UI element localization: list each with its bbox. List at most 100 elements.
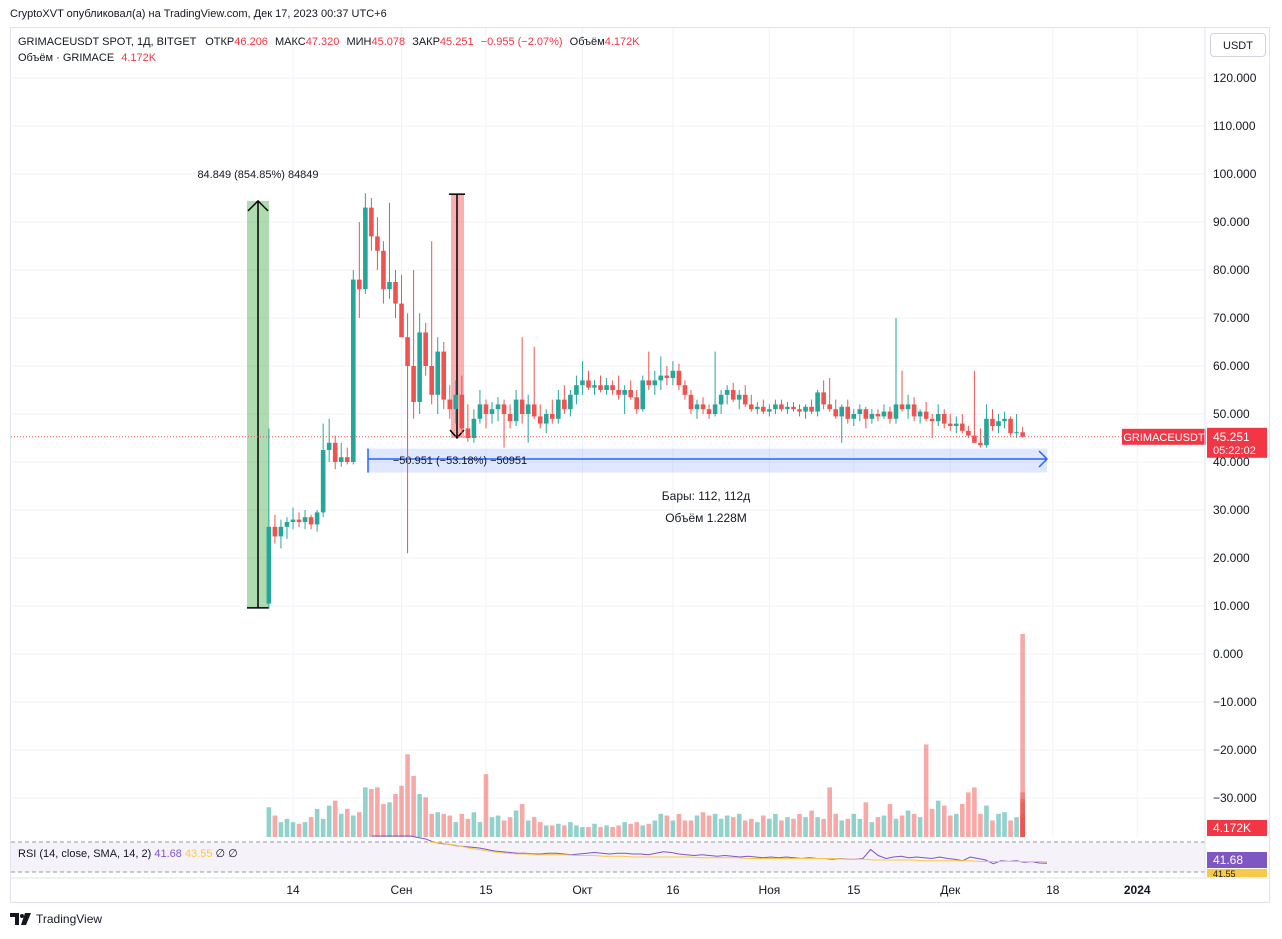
rsi-legend[interactable]: RSI (14, close, SMA, 14, 2) 41.68 43.55 … (18, 847, 238, 860)
candle-body (308, 517, 314, 525)
rsi-band (11, 842, 1205, 872)
volume-bar (628, 823, 633, 837)
volume-bar (326, 805, 332, 837)
candle-body (351, 279, 356, 462)
candle-body (537, 416, 543, 424)
volume-bar (332, 800, 338, 837)
candle-body (730, 390, 736, 400)
volume-bar (308, 817, 314, 837)
volume-bar (417, 794, 422, 837)
volume-bar (387, 802, 392, 837)
volume-bar (393, 794, 398, 837)
y-tick-label: 120.000 (1213, 71, 1257, 85)
candle-body (815, 392, 820, 412)
volume-bar (344, 808, 350, 837)
candle-body (682, 385, 688, 395)
volume-bar (531, 817, 537, 837)
volume-bar (405, 754, 410, 837)
candle-body (266, 526, 272, 604)
candle-body (972, 435, 977, 443)
candle-body (736, 394, 742, 400)
volume-bar (905, 810, 911, 837)
volume-bar (634, 822, 640, 837)
footer-brand[interactable]: TradingView (10, 912, 102, 926)
candle-body (658, 375, 664, 381)
volume-bar (616, 825, 621, 837)
rsi-sma-line (429, 841, 1048, 863)
open-value: 46.206 (234, 36, 268, 48)
volume-bar (785, 817, 790, 837)
candle-body (748, 404, 754, 410)
volume-bar (646, 823, 652, 837)
range-measure-box (368, 448, 1047, 473)
close-value: 45.251 (439, 36, 474, 48)
bars-label: Бары: 112, 112д (662, 489, 750, 503)
rsi-extra: ∅ ∅ (215, 848, 238, 860)
candle-body (917, 411, 923, 417)
currency-button[interactable]: USDT (1210, 33, 1266, 57)
volume-bar (519, 803, 525, 837)
volume-bar (411, 775, 416, 837)
candle-body (791, 406, 796, 410)
candle-body (809, 406, 814, 412)
candle-body (338, 457, 344, 462)
candles (266, 193, 1025, 609)
candle-body (833, 409, 838, 417)
volume-bar (610, 827, 615, 837)
candle-body (543, 414, 549, 424)
volume-bar (947, 815, 953, 837)
candle-body (381, 250, 386, 290)
candle-body (495, 404, 501, 410)
candle-body (803, 406, 808, 412)
rise-measure-label: 84.849 (854.85%) 84849 (197, 169, 318, 181)
rsi-label: RSI (14, close, SMA, 14, 2) (18, 848, 152, 860)
candle-body (375, 236, 380, 251)
candle-body (616, 390, 621, 395)
volume-bar (923, 744, 929, 837)
candle-body (954, 423, 959, 426)
candle-body (290, 519, 296, 522)
volume-bar (761, 815, 766, 837)
x-tick-label: 2024 (1124, 883, 1151, 897)
low-label: МИН (346, 36, 372, 48)
volume-bar (887, 803, 893, 837)
candle-body (326, 442, 332, 450)
symbol-label[interactable]: GRIMACEUSDT SPOT, 1Д, BITGET (18, 36, 197, 48)
y-tick-label: 90.000 (1213, 215, 1250, 229)
candle-body (507, 414, 513, 422)
volume-bar (290, 822, 296, 837)
rsi-sma-badge-label: 41.55 (1213, 869, 1236, 879)
candle-body (887, 411, 893, 419)
candle-body (525, 404, 531, 414)
chart-legend: GRIMACEUSDT SPOT, 1Д, BITGET ОТКР46.206 … (18, 34, 640, 66)
candle-body (592, 385, 597, 388)
volume-bar (899, 815, 905, 837)
x-tick-label: Окт (572, 883, 593, 897)
volume-bar (682, 820, 688, 837)
volume-bar (1008, 820, 1013, 837)
x-tick-label: 14 (286, 883, 300, 897)
volume-bar (857, 818, 863, 837)
rise-arrow-icon (247, 199, 269, 212)
x-tick-label: Дек (940, 883, 961, 897)
candle-body (296, 519, 302, 522)
candle-body (393, 282, 398, 304)
volume-bars (266, 634, 1025, 837)
volume-bar (984, 805, 989, 837)
volume-bar (712, 813, 718, 837)
y-tick-label: −20.000 (1213, 743, 1257, 757)
volume-bar (941, 805, 947, 837)
candle-body (640, 380, 646, 410)
candle-body (797, 409, 802, 412)
candle-body (302, 517, 308, 522)
volume-bar (881, 815, 887, 837)
candle-body (899, 404, 905, 410)
volume-row-label[interactable]: Объём · GRIMACE (18, 52, 115, 64)
volume-bar (447, 815, 453, 837)
volume-value: 4.172K (604, 36, 640, 48)
y-tick-label: 80.000 (1213, 263, 1250, 277)
candle-body (568, 394, 573, 410)
candle-body (369, 207, 374, 237)
